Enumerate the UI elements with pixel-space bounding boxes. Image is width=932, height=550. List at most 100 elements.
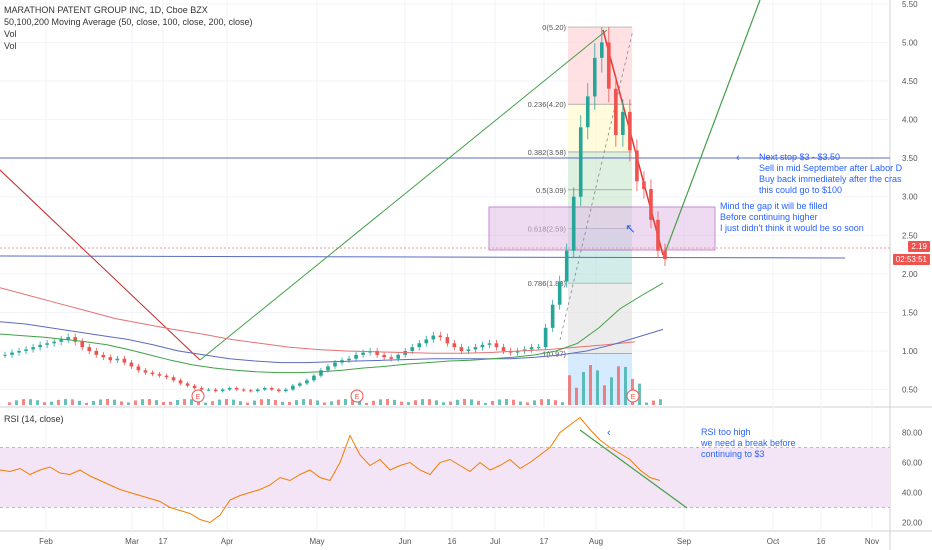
volume-bar [505, 399, 508, 405]
candle [438, 335, 443, 338]
candle [326, 366, 330, 371]
candle [234, 388, 239, 390]
earnings-marker [191, 389, 205, 403]
volume-bar [449, 401, 452, 405]
volume-bar [463, 399, 466, 405]
volume-bar [281, 401, 284, 405]
price-tick-label: 0.50 [902, 386, 918, 395]
volume-bar [260, 399, 263, 405]
rsi-tick-label: 80.00 [902, 429, 923, 438]
candle [80, 341, 85, 348]
candle [600, 42, 604, 58]
candle [108, 357, 113, 361]
candle [94, 351, 99, 355]
volume-bar [323, 402, 326, 405]
fib-level-label: 0(5.20) [542, 23, 566, 32]
volume-bar [344, 399, 347, 405]
volume-bar [29, 399, 32, 405]
candle [185, 383, 190, 386]
volume-bar [407, 402, 410, 405]
volume-bar [64, 399, 67, 405]
candle [45, 343, 49, 345]
candle [199, 388, 204, 390]
fib-level-label: 0.5(3.09) [536, 186, 567, 195]
volume-legend-2[interactable]: Vol [4, 41, 17, 51]
volume-bar [36, 400, 39, 405]
volume-bar [400, 401, 403, 405]
candle [635, 150, 639, 182]
volume-bar [218, 399, 221, 405]
candle [621, 111, 625, 135]
candle [101, 354, 106, 358]
price-tick-label: 1.00 [902, 347, 918, 356]
candle [607, 42, 611, 89]
volume-bar [274, 399, 277, 405]
candle [305, 380, 309, 384]
note-line: Sell in mid September after Labor D [759, 163, 903, 173]
volume-bar [148, 399, 151, 405]
price-tick-label: 4.00 [902, 116, 918, 125]
note-rsi-high[interactable]: RSI too high we need a break before cont… [701, 427, 796, 460]
volume-bar [225, 399, 228, 405]
candle [375, 351, 379, 355]
countdown-tag: 02:53:51 [892, 254, 930, 265]
volume-bar [575, 387, 578, 405]
volume-bar [232, 399, 235, 405]
candle [550, 304, 555, 328]
note-line: RSI too high [701, 427, 751, 437]
candle [38, 344, 42, 348]
candle [382, 354, 386, 358]
ma100-line [0, 321, 664, 364]
candle [262, 388, 267, 390]
volume-bar [288, 401, 291, 405]
volume-bar [617, 366, 620, 405]
symbol-title[interactable]: MARATHON PATENT GROUP INC, 1D, Cboe BZX [4, 5, 208, 15]
rsi-tick-label: 60.00 [902, 459, 923, 468]
rsi-tick-label: 40.00 [902, 489, 923, 498]
volume-bar [57, 399, 60, 405]
rsi-legend[interactable]: RSI (14, close) [4, 414, 64, 424]
candle [571, 196, 576, 251]
candle [431, 335, 436, 340]
volume-bar [659, 399, 662, 405]
price-tick-label: 5.50 [902, 0, 918, 9]
ma50-line [0, 282, 664, 374]
candle [122, 358, 127, 363]
volume-bar [421, 399, 424, 405]
rsi-line [0, 416, 661, 524]
volume-bar [372, 400, 375, 405]
volume-bar [470, 399, 473, 405]
fib-trend-line [559, 29, 634, 341]
volume-bar [316, 400, 319, 405]
candle [277, 389, 281, 392]
moving-average-legend[interactable]: 50,100,200 Moving Average (50, close, 10… [4, 17, 253, 27]
trend-line [199, 29, 608, 361]
earnings-marker [626, 389, 640, 403]
volume-bar [526, 402, 529, 405]
candle [522, 349, 527, 351]
earnings-label: E [355, 394, 360, 401]
volume-bar [351, 399, 354, 405]
candle [417, 343, 422, 348]
note-line: this could go to $100 [759, 185, 843, 195]
candle [192, 385, 197, 389]
candle [87, 347, 92, 351]
candle [361, 352, 365, 355]
volume-bar [456, 399, 459, 405]
fib-level-label: 0.786(1.88) [528, 279, 567, 288]
earnings-marker [350, 389, 364, 403]
time-tick-label: Aug [589, 537, 603, 546]
candle [466, 349, 471, 351]
candle [52, 341, 56, 344]
candle [284, 389, 288, 392]
price-tick-label: 4.50 [902, 77, 918, 86]
candle [578, 127, 583, 197]
volume-bar [169, 401, 172, 405]
candle [389, 357, 393, 359]
earnings-label: E [631, 394, 636, 401]
note-mind-gap[interactable]: Mind the gap it will be filled Before co… [720, 201, 864, 234]
note-next-stop[interactable]: Next stop $3 - $3.50 Sell in mid Septemb… [759, 152, 902, 196]
volume-legend[interactable]: Vol [4, 29, 17, 39]
volume-bar [183, 399, 186, 405]
